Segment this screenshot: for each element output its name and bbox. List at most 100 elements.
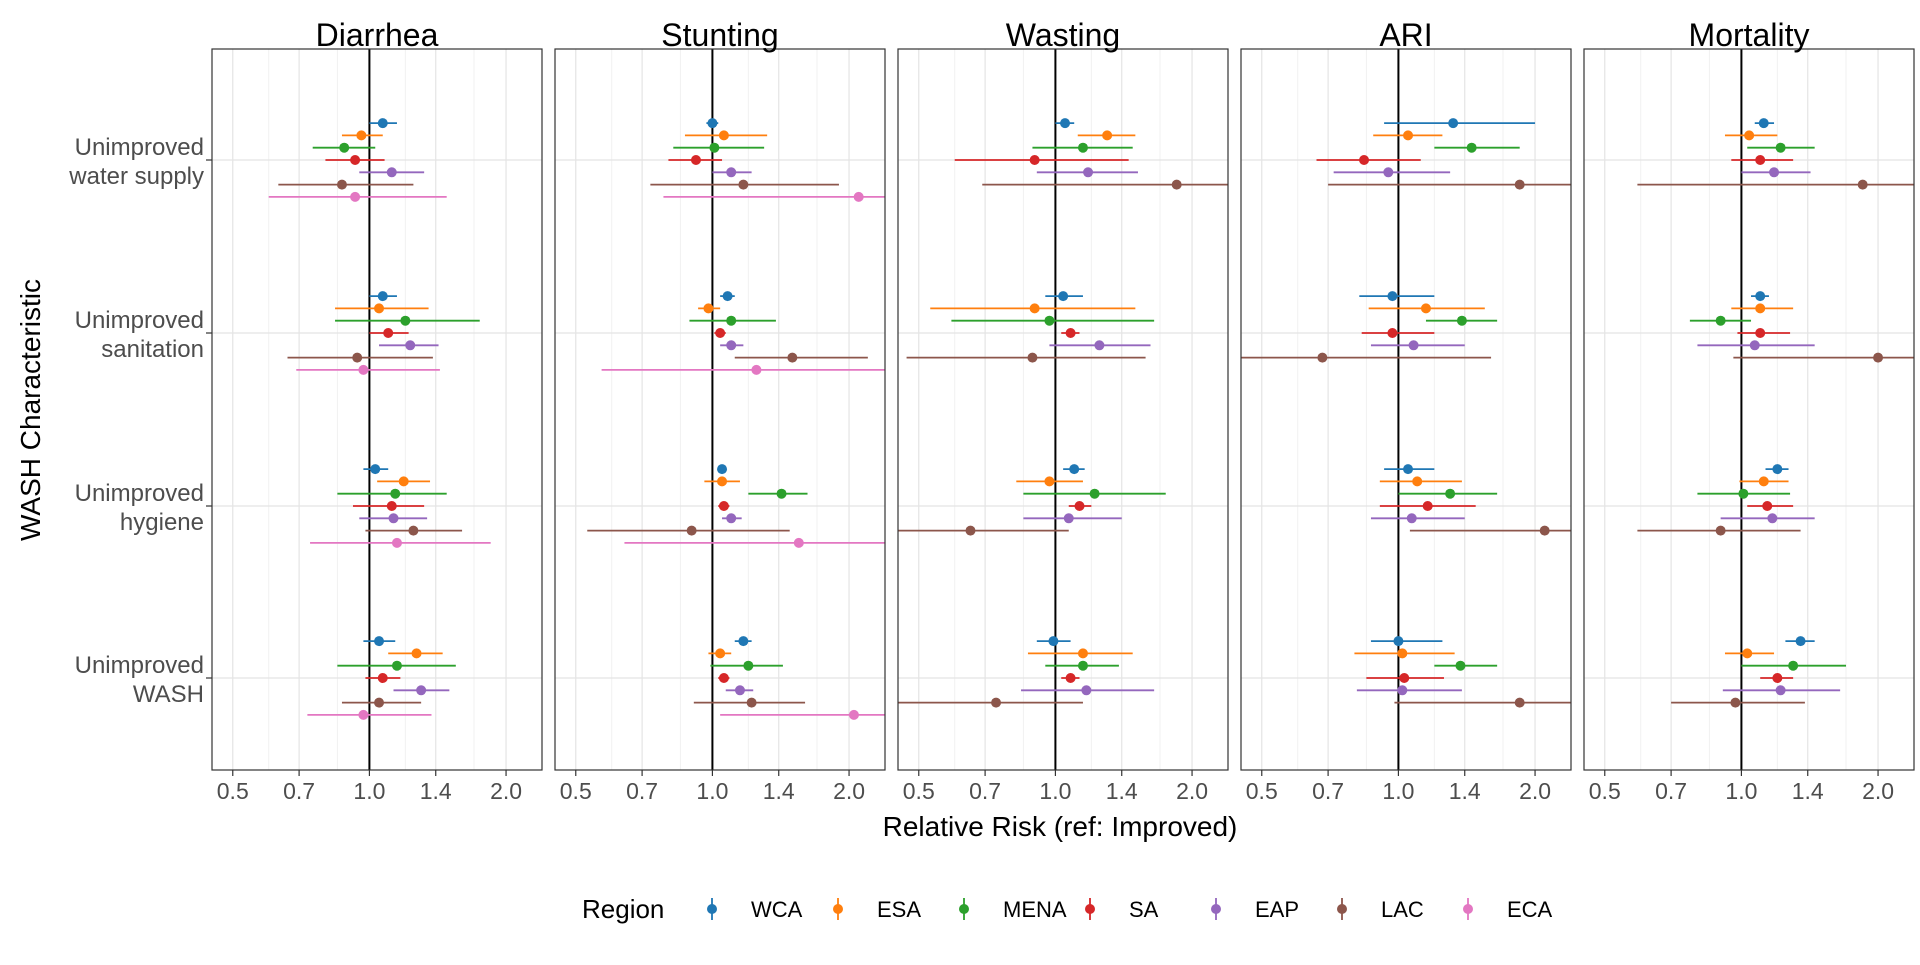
point-mortality-lac-g2 [1873,352,1884,363]
point-diarrhea-eca-g1 [350,191,361,202]
x-tick-label: 1.0 [1382,778,1414,804]
point-wasting-lac-g2 [1027,352,1038,363]
point-stunting-eap-g3 [726,513,737,524]
point-ari-lac-g1 [1514,179,1525,190]
point-stunting-esa-g3 [717,476,728,487]
point-stunting-wca-g4 [738,636,749,647]
x-tick-label: 0.5 [217,778,249,804]
point-diarrhea-wca-g2 [377,291,388,302]
point-stunting-sa-g4 [718,673,729,683]
point-diarrhea-esa-g3 [398,476,409,487]
x-tick-label: 1.0 [1039,778,1071,804]
point-diarrhea-sa-g3 [386,501,397,511]
point-stunting-lac-g2 [787,352,798,363]
panel-stunting: Stunting 0.5 0.7 1.0 1.4 2.0 [554,17,886,804]
point-diarrhea-lac-g4 [374,697,385,708]
point-ari-mena-g3 [1445,488,1456,499]
point-mortality-esa-g3 [1758,476,1769,487]
point-mortality-wca-g2 [1755,291,1766,302]
point-wasting-esa-g3 [1044,476,1055,487]
point-ari-eap-g1 [1383,167,1394,178]
point-ari-eap-g3 [1406,513,1417,524]
x-tick-label: 2.0 [1519,778,1551,804]
legend: Region WCA ESA MENA SA EAP LAC ECA [582,894,1553,924]
point-ari-wca-g3 [1403,464,1414,475]
x-tick-label: 0.7 [1655,778,1687,804]
point-ari-sa-g3 [1422,501,1433,511]
legend-key-point-eca [1463,904,1473,914]
point-mortality-mena-g1 [1775,142,1786,153]
point-wasting-mena-g4 [1077,660,1088,671]
panel-mortality: Mortality 0.5 0.7 1.0 1.4 2.0 [1583,17,1915,804]
point-stunting-eap-g1 [726,167,737,178]
point-mortality-lac-g3 [1715,525,1726,536]
point-stunting-eap-g2 [726,340,737,351]
point-mortality-mena-g4 [1788,660,1799,671]
legend-title: Region [582,894,664,924]
x-tick-label: 0.7 [283,778,315,804]
point-stunting-eca-g3 [793,537,804,548]
legend-key-point-eap [1211,904,1221,914]
point-mortality-sa-g2 [1755,328,1766,338]
point-diarrhea-wca-g3 [370,464,381,475]
panel-wasting: Wasting 0.5 0.7 1.0 1.4 2.0 [897,17,1229,804]
point-diarrhea-eca-g4 [358,709,369,720]
x-tick-label: 1.0 [1725,778,1757,804]
point-ari-eap-g2 [1408,340,1419,351]
legend-key-point-lac [1337,904,1347,914]
legend-label-lac: LAC [1381,897,1424,922]
point-ari-lac-g2 [1317,352,1328,363]
x-axis-title: Relative Risk (ref: Improved) [883,811,1238,842]
point-mortality-lac-g4 [1730,697,1741,708]
point-stunting-wca-g3 [717,464,728,475]
x-tick-label: 1.4 [1449,778,1481,804]
point-wasting-sa-g3 [1074,501,1085,511]
y-category-label-line: sanitation [101,336,204,363]
point-mortality-eap-g1 [1769,167,1780,178]
point-wasting-eap-g3 [1063,513,1074,524]
point-wasting-wca-g3 [1069,464,1080,475]
point-ari-mena-g4 [1455,660,1466,671]
x-tick-label: 1.4 [1106,778,1138,804]
point-mortality-wca-g4 [1795,636,1806,647]
point-ari-esa-g3 [1412,476,1423,487]
point-ari-wca-g2 [1387,291,1398,302]
point-diarrhea-sa-g4 [377,673,388,683]
y-category-label-line: Unimproved [75,480,204,507]
point-stunting-sa-g3 [718,501,729,511]
y-category-label-line: Unimproved [75,652,204,679]
point-wasting-sa-g1 [1029,155,1040,165]
x-tick-label: 1.4 [1792,778,1824,804]
point-stunting-lac-g1 [738,179,749,190]
point-stunting-esa-g4 [715,648,726,659]
point-wasting-eap-g4 [1081,685,1092,696]
point-wasting-esa-g2 [1029,303,1040,314]
y-category-label-1: Unimproved water supply [68,134,204,190]
point-stunting-mena-g2 [726,315,737,326]
point-stunting-eca-g2 [751,364,762,375]
y-category-label-4: Unimproved WASH [75,652,204,708]
point-mortality-mena-g3 [1738,488,1749,499]
panel-border [897,48,1229,771]
legend-label-sa: SA [1129,897,1159,922]
point-wasting-mena-g2 [1044,315,1055,326]
x-tick-label: 1.4 [763,778,795,804]
point-diarrhea-lac-g2 [352,352,363,363]
point-wasting-lac-g1 [1171,179,1182,190]
panel-border [1583,48,1915,771]
x-tick-label: 0.5 [1246,778,1278,804]
point-wasting-esa-g4 [1077,648,1088,659]
point-mortality-esa-g1 [1744,130,1755,141]
x-tick-label: 2.0 [833,778,865,804]
panel-title: Diarrhea [316,17,439,53]
point-diarrhea-mena-g1 [339,142,350,153]
point-mortality-esa-g2 [1755,303,1766,314]
point-ari-mena-g2 [1456,315,1467,326]
point-stunting-mena-g4 [743,660,754,671]
point-wasting-wca-g1 [1060,118,1071,129]
point-stunting-mena-g3 [776,488,787,499]
panel-ari: ARI 0.5 0.7 1.0 1.4 2.0 [1240,17,1572,804]
point-stunting-sa-g2 [715,328,726,338]
